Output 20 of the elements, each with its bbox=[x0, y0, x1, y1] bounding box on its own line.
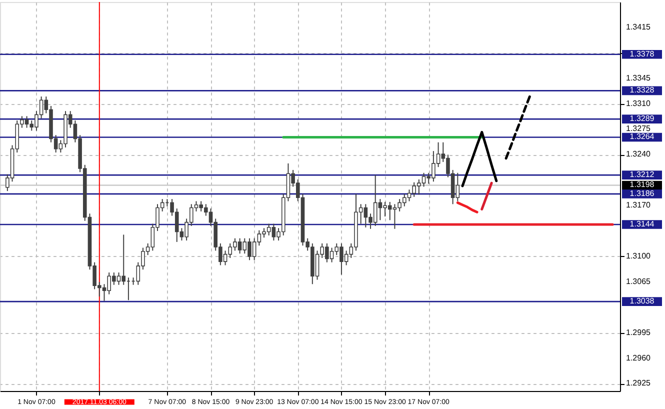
y-tick-label: 1.2995 bbox=[626, 328, 652, 337]
y-tick-label: 1.3240 bbox=[626, 150, 652, 159]
ref-line-label: 1.3198 bbox=[630, 180, 655, 190]
y-tick-label: 1.3100 bbox=[626, 251, 652, 260]
y-tick-label: 1.3310 bbox=[626, 98, 652, 108]
ref-line-label: 1.3328 bbox=[630, 86, 655, 95]
y-tick-label: 1.2925 bbox=[626, 378, 652, 388]
y-tick-label: 1.3345 bbox=[626, 73, 652, 82]
y-tick-label: 1.3170 bbox=[626, 200, 652, 210]
ref-line-label: 1.3038 bbox=[630, 296, 655, 306]
y-tick-label: 1.3065 bbox=[626, 276, 652, 286]
y-tick-label: 1.3415 bbox=[626, 22, 652, 32]
ref-line-label: 1.3186 bbox=[630, 188, 655, 198]
ref-line-label: 1.3264 bbox=[630, 132, 655, 142]
ref-line-label: 1.3289 bbox=[630, 114, 655, 124]
ref-line-label: 1.3212 bbox=[630, 170, 655, 180]
y-tick-label: 1.3275 bbox=[626, 124, 652, 134]
ref-line-label: 1.3378 bbox=[630, 49, 655, 58]
ref-line-label: 1.3144 bbox=[630, 219, 655, 228]
y-tick-label: 1.2960 bbox=[626, 353, 652, 362]
